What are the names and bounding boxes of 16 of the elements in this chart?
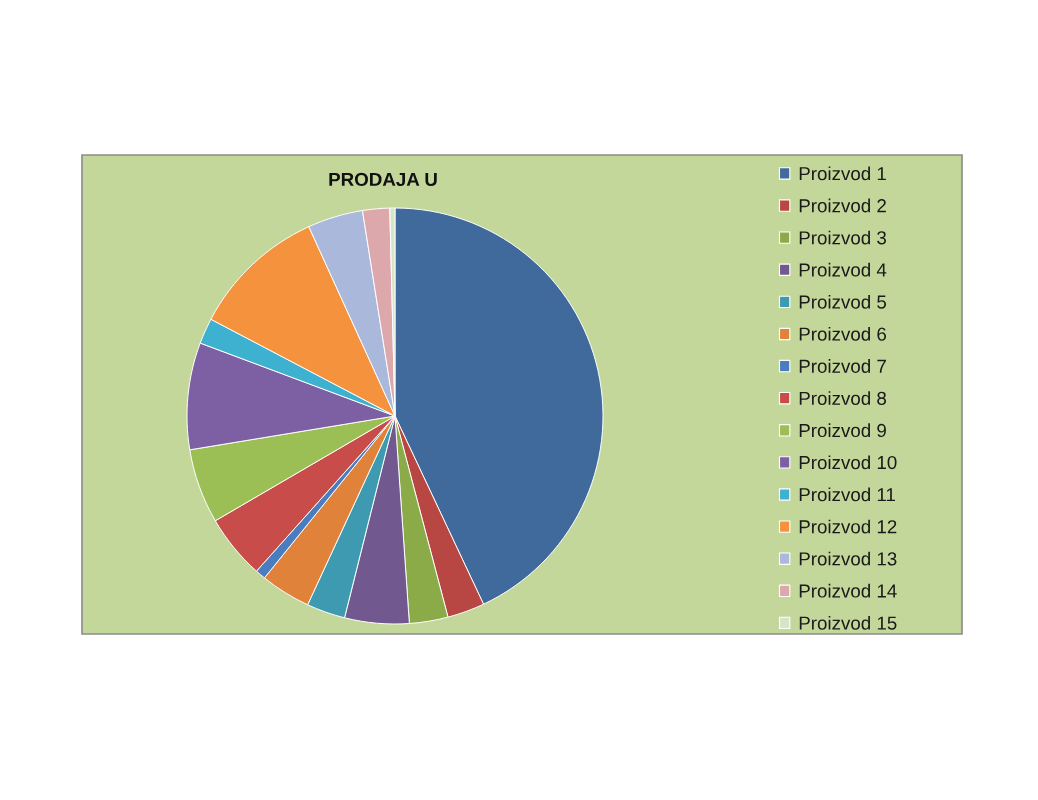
legend-label: Proizvod 6 (799, 327, 887, 341)
legend-label: Proizvod 14 (799, 583, 897, 598)
legend-label: Proizvod 3 (799, 230, 887, 245)
legend-label: Proizvod 10 (799, 455, 897, 470)
legend-label: Proizvod 15 (799, 615, 897, 630)
legend-label: Proizvod 4 (799, 262, 887, 277)
legend-label: Proizvod 5 (799, 294, 887, 309)
chart-title: PRODAJA U (329, 172, 437, 187)
legend-label: Proizvod 8 (799, 391, 887, 405)
legend-label: Proizvod 2 (799, 198, 886, 213)
legend-label: Proizvod 12 (799, 519, 897, 534)
legend-label: Proizvod 9 (799, 423, 886, 438)
legend-label: Proizvod 1 (799, 166, 886, 181)
legend-label: Proizvod 11 (799, 487, 895, 502)
legend-label: Proizvod 13 (799, 551, 897, 566)
legend-label: Proizvod 7 (799, 359, 886, 373)
